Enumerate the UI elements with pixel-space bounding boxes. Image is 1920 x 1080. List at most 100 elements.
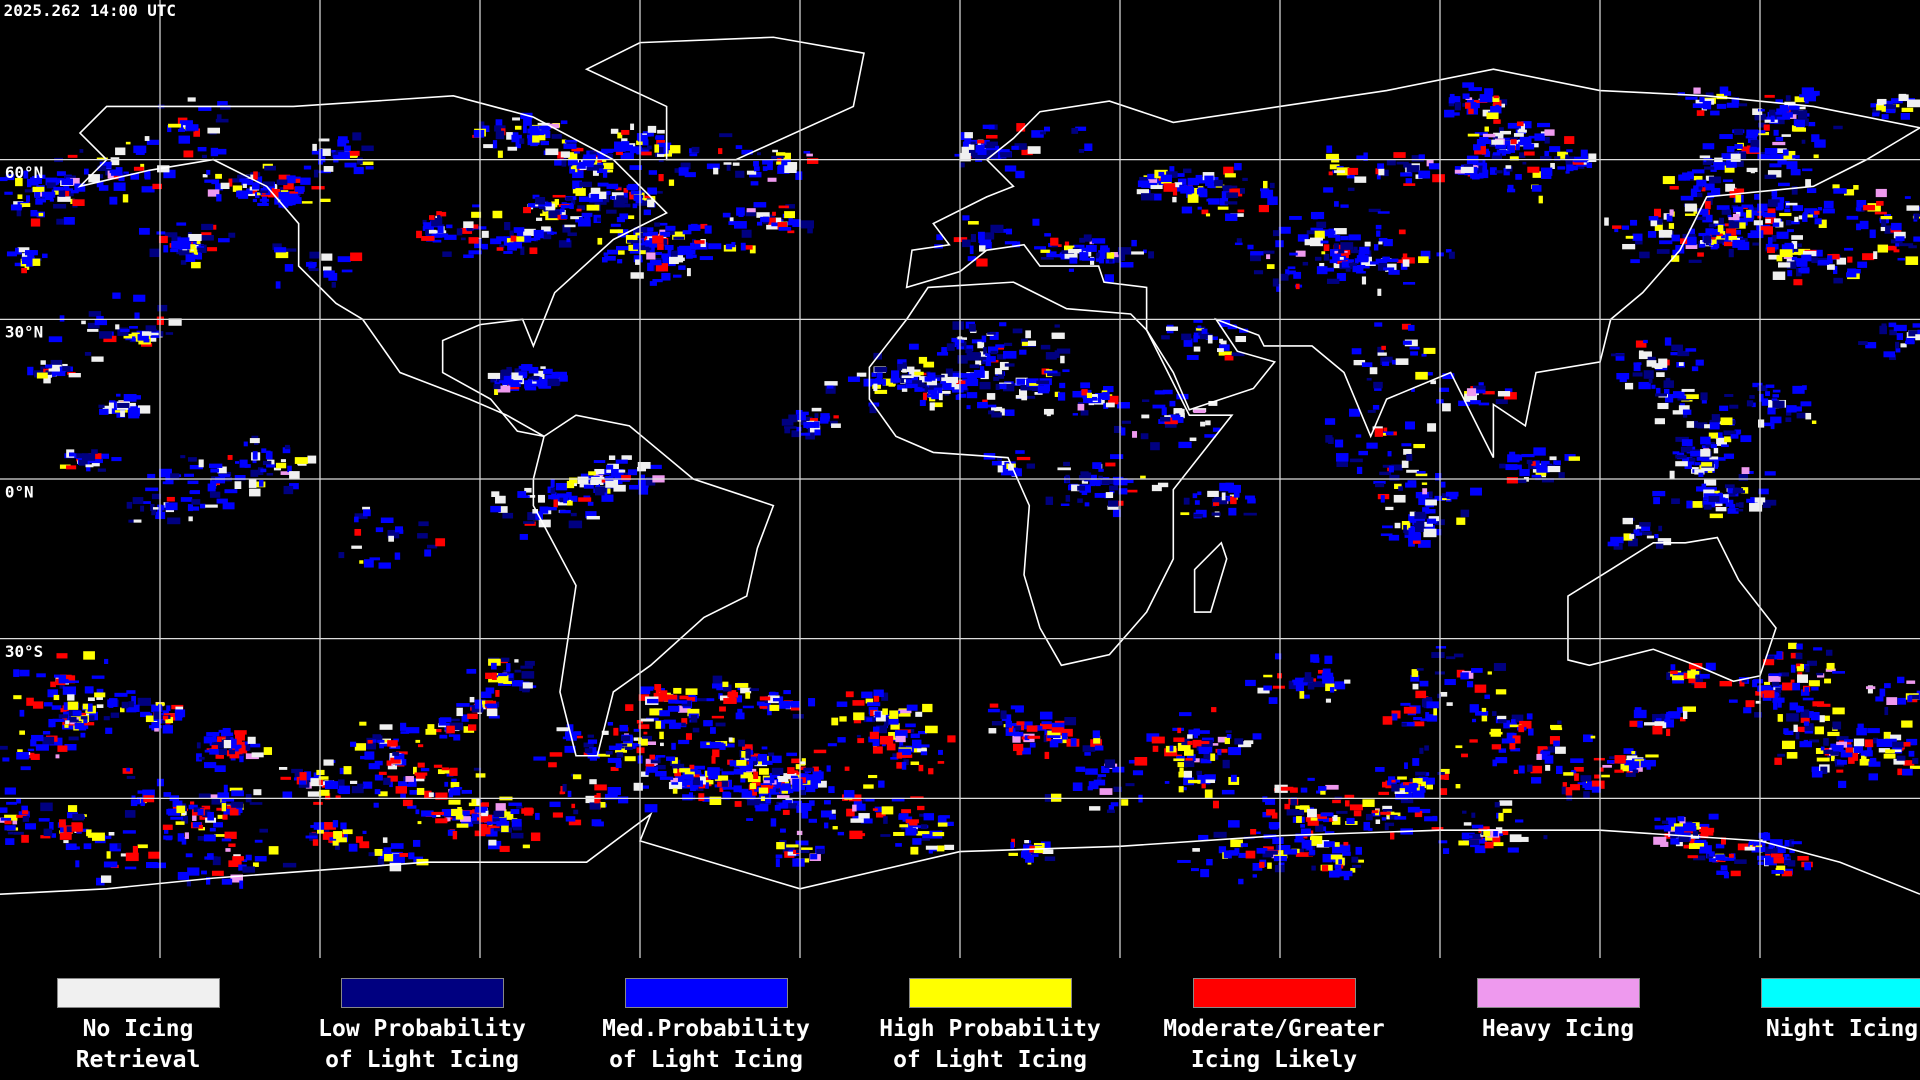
icing-pixel [985,360,992,367]
map: 2025.262 14:00 UTC 60°N30°N0°N30°S [0,0,1920,958]
icing-pixel [278,766,288,770]
icing-pixel [1217,749,1222,756]
icing-pixel [335,842,340,850]
icing-pixel [43,376,51,384]
icing-pixel [1177,178,1187,185]
icing-pixel [1545,764,1551,771]
icing-pixel [110,157,120,166]
icing-pixel [141,186,155,193]
icing-pixel [960,342,966,347]
icing-pixel [280,459,286,463]
icing-pixel [1381,345,1386,350]
icing-pixel [1800,714,1810,723]
icing-pixel [1160,416,1171,422]
icing-pixel [995,383,1000,390]
icing-pixel [420,768,430,772]
icing-pixel [1323,187,1334,193]
icing-pixel [643,195,652,199]
icing-pixel [1804,98,1809,104]
icing-pixel [1476,138,1486,148]
icing-pixel [1421,353,1427,357]
icing-pixel [1419,786,1425,792]
icing-pixel [1513,769,1519,774]
icing-pixel [188,233,202,242]
icing-pixel [1719,86,1729,95]
icing-pixel [1795,652,1803,660]
icing-pixel [165,502,178,511]
icing-pixel [217,101,228,108]
icing-pixel [1616,373,1630,380]
icing-pixel [264,165,276,171]
icing-pixel [936,234,943,241]
icing-pixel [523,228,536,236]
icing-pixel [792,219,801,227]
icing-pixel [1802,385,1807,390]
icing-pixel [179,247,192,256]
icing-pixel [1664,833,1671,839]
icing-pixel [1247,498,1256,504]
icing-pixel [539,506,549,514]
icing-pixel [1635,340,1647,348]
icing-pixel [145,487,159,492]
icing-pixel [1685,96,1698,100]
icing-pixel [97,165,107,171]
icing-pixel [1734,128,1744,135]
icing-pixel [1781,244,1794,253]
icing-pixel [1786,202,1798,206]
icing-pixel [1737,238,1748,242]
icing-pixel [432,239,442,243]
icing-pixel [726,163,731,171]
icing-pixel [540,366,546,369]
icing-pixel [471,211,482,218]
icing-pixel [520,246,525,255]
icing-pixel [761,760,773,765]
icing-pixel [209,491,221,498]
icing-pixel [567,500,573,506]
icing-pixel [1538,195,1543,204]
icing-pixel [771,222,779,227]
icing-pixel [783,690,791,695]
icing-pixel [869,404,877,414]
icing-pixel [1036,380,1050,385]
icing-pixel [1763,659,1775,666]
icing-pixel [628,484,639,490]
icing-pixel [151,493,161,500]
icing-pixel [1570,771,1577,775]
icing-pixel [629,165,643,170]
icing-pixel [1832,707,1845,715]
icing-pixel [497,385,511,393]
icing-pixel [1714,223,1728,227]
icing-pixel [1328,171,1333,176]
icing-pixel [1274,653,1282,660]
icing-pixel [318,776,329,780]
icing-pixel [1741,467,1750,475]
icing-pixel [1475,711,1489,716]
icing-pixel [800,432,811,436]
icing-pixel [1645,754,1659,758]
icing-pixel [621,455,632,460]
icing-pixel [1456,517,1466,525]
icing-pixel [555,483,568,491]
icing-pixel [1083,398,1093,404]
icing-pixel [632,203,638,209]
icing-pixel [1489,731,1503,735]
icing-pixel [1790,169,1801,176]
icing-pixel [1295,853,1309,857]
icing-pixel [1005,409,1015,416]
icing-pixel [26,178,32,188]
icing-pixel [515,141,522,149]
icing-pixel [1256,847,1268,854]
icing-pixel [1734,160,1744,167]
icing-pixel [873,695,880,702]
icing-pixel [266,464,275,468]
icing-pixel [1373,480,1386,484]
icing-pixel [40,360,46,365]
icing-pixel [1176,393,1189,400]
icing-pixel [1108,395,1119,405]
icing-pixel [1881,218,1887,227]
icing-pixel [1150,442,1160,451]
icing-pixel [487,372,501,379]
icing-pixel [1699,673,1710,679]
icing-pixel [1623,748,1634,754]
icing-pixel [1708,223,1717,228]
